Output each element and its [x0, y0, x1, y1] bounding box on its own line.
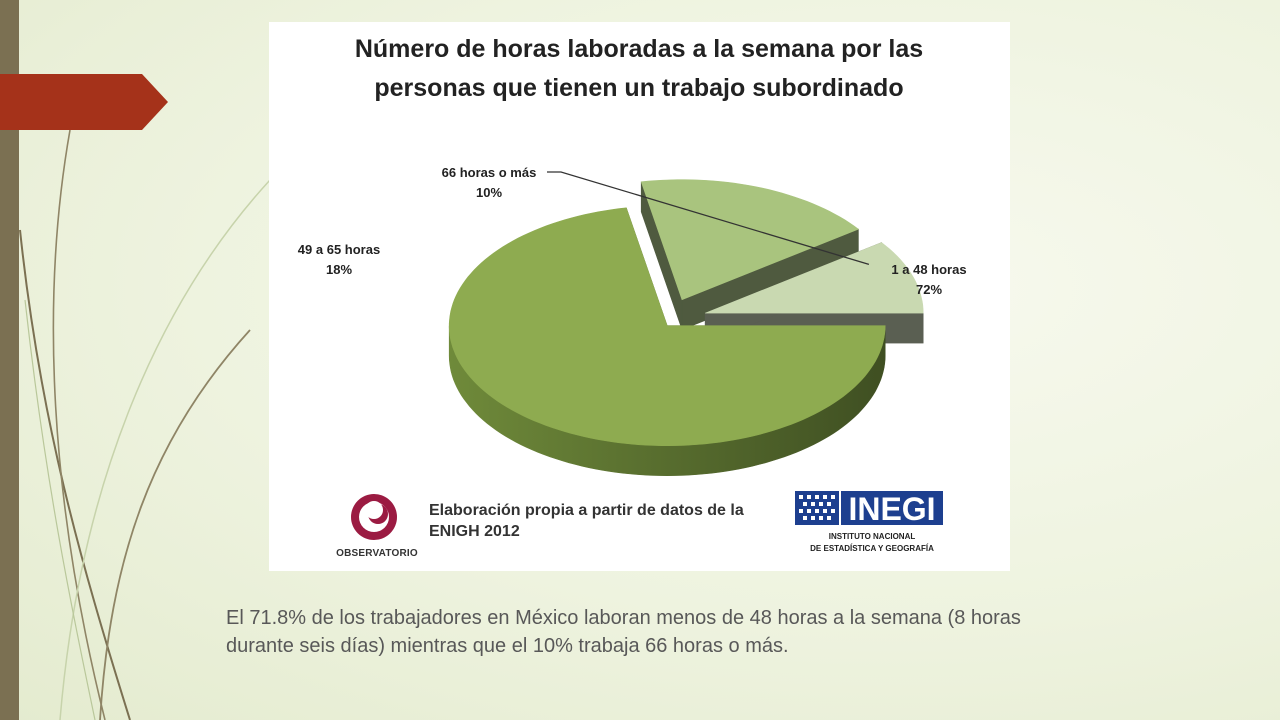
slide-caption: El 71.8% de los trabajadores en México l…: [226, 607, 1021, 657]
observatorio-label: OBSERVATORIO: [336, 548, 418, 559]
inegi-wordmark: INEGI: [848, 491, 935, 527]
inegi-line1: INSTITUTO NACIONAL: [828, 532, 916, 541]
chart-card: 1 a 48 horas 72% 49 a 65 horas 18% 66 horas …: [269, 22, 1010, 571]
source-text: Elaboración propia a partir de datos de …: [429, 502, 744, 540]
leader-line-2: [547, 171, 870, 266]
inegi-subtitle: INSTITUTO NACIONAL DE ESTADÍSTICA Y GEOG…: [797, 531, 947, 555]
red-arrow-accent: [0, 74, 168, 130]
inegi-line2: DE ESTADÍSTICA Y GEOGRAFÍA: [810, 544, 934, 553]
chart-title: Número de horas laboradas a la semana po…: [354, 35, 924, 102]
pie-slice-2: [705, 242, 924, 314]
pie-slice-0: [448, 207, 886, 447]
decorative-curves: [19, 129, 271, 720]
slice-value-label-2: 10%: [476, 185, 502, 200]
slice-label-2: 66 horas o más: [442, 165, 537, 180]
pie-chart: 1 a 48 horas 72% 49 a 65 horas 18% 66 horas …: [298, 165, 967, 477]
inegi-logo: INEGI: [795, 491, 943, 527]
pie-slice-1: [640, 179, 860, 301]
observatorio-logo: [351, 494, 397, 540]
slice-value-label-1: 18%: [326, 262, 352, 277]
red-arrow-shape: [0, 74, 168, 130]
slice-value-label-0: 72%: [916, 282, 942, 297]
slice-label-1: 49 a 65 horas: [298, 242, 380, 257]
left-accent-bar: [0, 0, 19, 720]
slice-label-0: 1 a 48 horas: [891, 262, 966, 277]
